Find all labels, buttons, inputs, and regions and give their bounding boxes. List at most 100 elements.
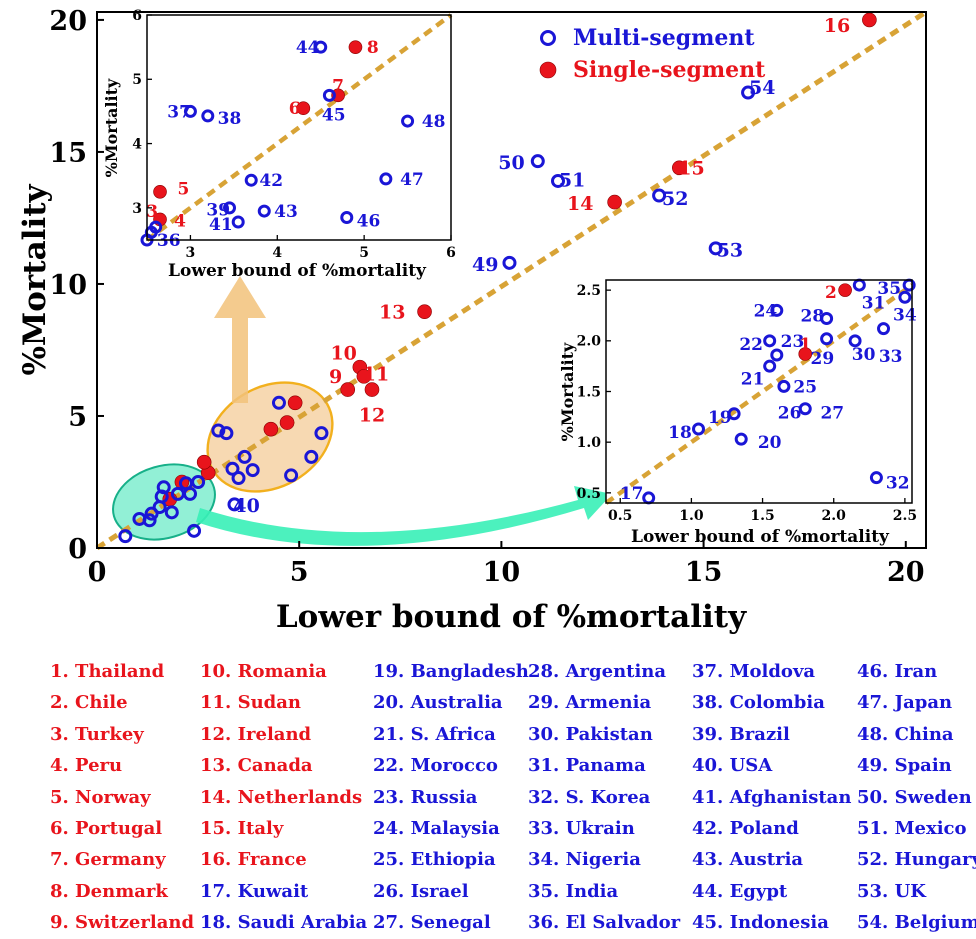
inset-upper-multi-segment-point [257, 204, 271, 218]
inset-upper-x-axis-title: Lower bound of %mortality [168, 261, 427, 281]
country-column: 37. Moldova 38. Colombia 39. Brazil 40. USA… [692, 656, 851, 939]
country-column: 46. Iran 47. Japan 48. China 49. Spain 50. S… [857, 656, 976, 939]
inset-upper-y-tick-label: 4 [132, 136, 142, 152]
country-entry: 32. S. Korea [528, 786, 651, 808]
main-single-segment-point [417, 304, 432, 319]
inset-upper-multi-segment-point [401, 114, 415, 128]
inset-upper-point-label: 5 [178, 180, 190, 200]
inset-lower-point-label: 30 [852, 345, 876, 365]
zoom-arrow-right [196, 486, 612, 546]
main-multi-segment-point [245, 463, 260, 478]
inset-lower-multi-segment-point [770, 348, 784, 362]
country-entry: 44. Egypt [692, 880, 788, 902]
country-entry: 49. Spain [857, 755, 952, 777]
inset-upper-point-label: 4 [174, 212, 186, 232]
country-entry: 40. USA [692, 755, 773, 777]
country-entry: 4. Peru [50, 755, 123, 777]
main-multi-segment-point [156, 480, 171, 495]
inset-upper-x-tick-label: 4 [272, 245, 282, 261]
inset-upper-point-label: 3 [146, 202, 158, 222]
country-entry: 16. France [200, 849, 307, 871]
main-single-segment-point [364, 382, 380, 397]
inset-lower-point-label: 26 [778, 404, 802, 424]
country-entry: 23. Russia [373, 786, 478, 808]
country-entry: 15. Italy [200, 817, 284, 839]
inset-upper-single-segment-point [348, 40, 363, 54]
country-entry: 39. Brazil [692, 723, 790, 745]
main-multi-segment-point [187, 523, 202, 538]
inset-lower-multi-segment-point [727, 407, 741, 421]
main-point-label: 50 [498, 152, 524, 174]
main-point-label: 51 [559, 169, 585, 191]
inset-lower-single-segment-point [798, 347, 813, 361]
country-entry: 7. Germany [50, 849, 166, 871]
inset-upper-point-label: 47 [400, 170, 424, 190]
country-entry: 5. Norway [50, 786, 151, 808]
country-entry: 33. Ukrain [528, 817, 635, 839]
inset-upper-point-label: 37 [167, 102, 191, 122]
inset-lower-y-tick-label: 1.5 [577, 384, 601, 400]
inset-lower-multi-segment-point [770, 303, 784, 317]
inset-lower-x-axis-title: Lower bound of %mortality [631, 527, 890, 547]
country-entry: 34. Nigeria [528, 849, 641, 871]
inset-upper-multi-segment-point [183, 104, 197, 118]
country-entry: 18. Saudi Arabia [200, 912, 368, 934]
inset-lower-multi-segment-point [734, 432, 748, 446]
inset-upper-multi-segment-point [244, 173, 258, 187]
main-multi-segment-point [314, 426, 329, 441]
main-multi-segment-point [144, 506, 159, 521]
main-multi-segment-point [551, 173, 566, 188]
main-point-label: 9 [329, 366, 342, 388]
country-entry: 54. Belgium [857, 912, 976, 934]
inset-lower-point-label: 23 [781, 332, 805, 352]
main-point-label: 12 [359, 404, 385, 426]
inset-upper-point-label: 36 [157, 231, 181, 251]
main-point-label: 11 [363, 363, 389, 385]
country-entry: 28. Argentina [528, 661, 667, 682]
inset-lower-multi-segment-point [877, 322, 891, 336]
main-multi-segment-point [652, 188, 667, 203]
main-point-label: 15 [678, 157, 704, 179]
country-entry: 2. Chile [50, 692, 128, 714]
inset-upper-point-label: 8 [367, 38, 379, 58]
country-entry: 17. Kuwait [200, 880, 309, 902]
inset-lower-point-label: 25 [793, 377, 817, 397]
inset-upper-point-label: 7 [332, 77, 344, 97]
inset-lower-point-label: 34 [893, 305, 917, 325]
inset-lower-point-label: 27 [820, 404, 844, 424]
inset-upper-multi-segment-point [149, 220, 163, 234]
inset-upper-multi-segment-point [314, 40, 328, 54]
country-entry: 51. Mexico [857, 817, 967, 839]
inset-upper-point-label: 44 [296, 38, 320, 58]
inset-lower-y-tick-label: 2.5 [577, 283, 601, 299]
inset-upper-point-label: 45 [322, 106, 346, 126]
main-multi-segment-point [237, 449, 252, 464]
inset-lower-single-segment-point [838, 283, 852, 297]
country-entry: 53. UK [857, 880, 926, 902]
country-column: 19. Bangladesh 20. Australia 21. S. Africa… [373, 656, 529, 939]
main-y-tick-label: 5 [68, 402, 87, 433]
inset-lower-point-label: 2 [825, 283, 837, 303]
mortality-scatter-figure: 40 49 50 51 52 53 54 9 10 11 12 13 14 15 16 0 5 10 15 20 0 5 1… [17, 6, 928, 635]
inset-lower-multi-segment-point [820, 312, 834, 326]
main-y-axis-title: %Mortality [17, 183, 53, 375]
legend-single-segment-label: Single-segment [573, 57, 766, 83]
main-x-tick-label: 20 [887, 557, 925, 588]
country-entry: 35. India [528, 880, 619, 902]
main-x-axis-title: Lower bound of %mortality [276, 599, 747, 635]
inset-lower-point-label: 24 [754, 301, 778, 321]
inset-upper-y-tick-label: 3 [132, 201, 142, 217]
country-entry: 38. Colombia [692, 692, 825, 714]
country-entry: 9. Switzerland [50, 912, 195, 934]
inset-upper-y-tick-label: 6 [132, 8, 142, 24]
country-entry: 36. El Salvador [528, 912, 681, 934]
main-single-segment-point [263, 421, 279, 437]
main-multi-segment-point [183, 486, 198, 501]
main-x-tick-label: 10 [483, 557, 521, 588]
main-single-segment-point [340, 382, 356, 397]
inset-lower-point-label: 31 [862, 293, 886, 313]
inset-upper-point-label: 46 [357, 212, 381, 232]
